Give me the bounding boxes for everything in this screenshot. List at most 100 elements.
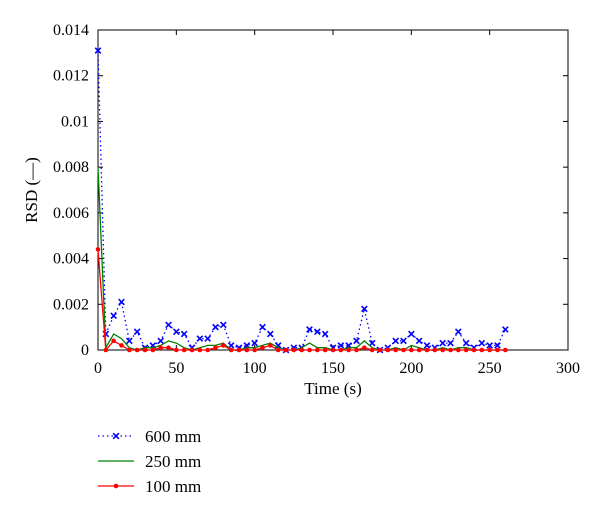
data-point-x xyxy=(501,326,509,333)
y-tick-label: 0.012 xyxy=(53,68,89,85)
x-axis-title: Time (s) xyxy=(304,379,361,398)
data-point-x xyxy=(447,339,454,347)
data-point-x xyxy=(172,328,180,336)
data-point-dot xyxy=(111,338,116,344)
data-point-dot xyxy=(127,347,132,353)
y-tick-label: 0.006 xyxy=(53,205,89,222)
data-point-dot xyxy=(275,347,281,353)
data-point-dot xyxy=(189,347,195,353)
legend-item: 100 mm xyxy=(98,477,201,496)
data-point-dot xyxy=(181,347,187,353)
data-point-dot xyxy=(268,343,273,348)
data-point-x xyxy=(227,342,235,349)
data-point-x xyxy=(321,330,329,338)
data-point-dot xyxy=(134,347,140,353)
data-point-x xyxy=(454,328,462,336)
data-point-x xyxy=(112,432,120,440)
data-point-dot xyxy=(463,347,469,353)
data-point-dot xyxy=(479,347,485,353)
data-point-dot xyxy=(213,345,218,351)
data-point-x xyxy=(353,337,360,345)
legend-label: 600 mm xyxy=(145,427,201,446)
x-tick-label: 100 xyxy=(243,360,267,377)
x-tick-label: 150 xyxy=(321,360,345,377)
series-line xyxy=(97,50,506,351)
data-point-dot xyxy=(487,347,492,353)
x-tick-label: 300 xyxy=(556,360,580,377)
data-point-dot xyxy=(252,347,257,353)
data-point-dot xyxy=(236,347,242,353)
y-tick-label: 0.002 xyxy=(53,296,89,313)
data-point-dot xyxy=(299,347,304,353)
data-point-dot xyxy=(401,347,406,353)
legend-label: 250 mm xyxy=(145,452,201,471)
series-1 xyxy=(97,167,506,351)
legend: 600 mm 250 mm 100 mm xyxy=(98,427,201,496)
data-point-dot xyxy=(166,345,171,351)
data-point-dot xyxy=(503,347,508,353)
data-point-x xyxy=(423,342,431,349)
data-point-x xyxy=(486,342,494,349)
data-point-dot xyxy=(158,345,163,351)
data-point-dot xyxy=(150,347,156,353)
data-point-dot xyxy=(142,347,148,353)
series-line xyxy=(97,167,506,351)
data-point-x xyxy=(360,305,368,313)
data-point-dot xyxy=(260,345,265,351)
data-point-dot xyxy=(205,347,210,353)
data-point-x xyxy=(110,312,118,320)
data-point-x xyxy=(392,337,400,345)
data-point-x xyxy=(196,335,204,342)
data-point-x xyxy=(212,323,219,331)
data-point-dot xyxy=(119,343,124,348)
data-point-dot xyxy=(471,347,477,353)
y-tick-label: 0.008 xyxy=(53,159,89,176)
data-point-dot xyxy=(330,347,336,353)
data-point-dot xyxy=(174,347,179,353)
data-point-dot xyxy=(221,343,226,348)
data-point-x xyxy=(337,342,345,349)
data-point-x xyxy=(133,328,141,336)
data-point-x xyxy=(478,339,486,347)
data-point-x xyxy=(313,328,321,336)
axis-ticks: 0 50 100 150 200 250 300 0 0.002 0.004 0.006 0.008 0… xyxy=(53,22,580,377)
data-point-x xyxy=(165,321,172,329)
data-point-dot xyxy=(393,347,398,353)
x-tick-label: 200 xyxy=(399,360,423,377)
data-point-dot xyxy=(291,347,297,353)
data-point-dot xyxy=(424,347,430,353)
data-point-x xyxy=(306,326,313,333)
data-point-x xyxy=(219,321,227,329)
data-point-x xyxy=(259,323,266,331)
series-line xyxy=(97,249,506,352)
series-layer xyxy=(94,47,509,354)
data-point-x xyxy=(125,337,133,345)
y-axis-title: RSD (—) xyxy=(22,157,41,223)
legend-item: 600 mm xyxy=(98,427,201,446)
data-point-dot xyxy=(354,347,359,353)
data-point-dot xyxy=(228,347,234,353)
data-point-dot xyxy=(369,347,375,353)
data-point-dot xyxy=(95,247,101,252)
data-point-dot xyxy=(362,345,367,351)
data-point-dot xyxy=(283,347,289,353)
data-point-x xyxy=(407,330,415,338)
x-tick-label: 50 xyxy=(168,360,184,377)
data-point-dot xyxy=(409,347,414,353)
data-point-dot xyxy=(103,347,109,353)
data-point-dot xyxy=(448,347,453,353)
data-point-dot xyxy=(377,347,383,353)
data-point-dot xyxy=(307,347,312,353)
data-point-dot xyxy=(440,347,445,353)
data-point-dot xyxy=(346,347,351,353)
data-point-dot xyxy=(315,347,320,353)
data-point-dot xyxy=(197,347,203,353)
data-point-x xyxy=(157,337,165,345)
data-point-x xyxy=(180,330,188,338)
y-tick-label: 0.014 xyxy=(53,22,89,39)
data-point-dot xyxy=(338,347,344,353)
data-point-dot xyxy=(495,347,500,353)
data-point-x xyxy=(400,337,407,345)
data-point-dot xyxy=(432,347,438,353)
